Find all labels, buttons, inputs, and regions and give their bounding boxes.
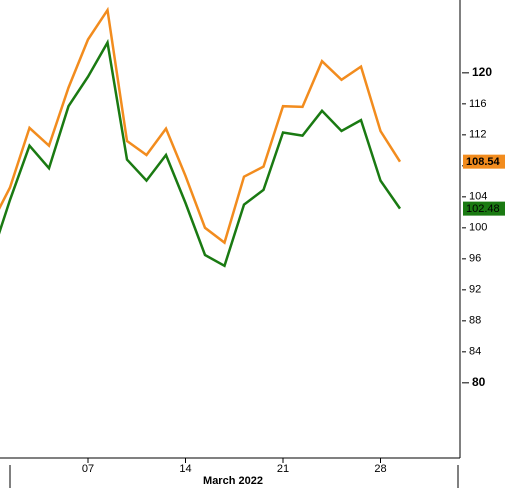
last-value-label: 102.48: [466, 203, 500, 215]
last-value-box: [463, 201, 505, 216]
series-line: [0, 38, 402, 268]
last-value-label: 108.54: [466, 156, 501, 168]
y-tick-label: 120: [472, 65, 492, 79]
x-tick-label: 14: [179, 463, 191, 475]
y-tick-label: 116: [469, 98, 487, 110]
y-tick-label: 100: [469, 222, 487, 234]
x-axis-label: March 2022: [203, 475, 263, 487]
last-value-box: [463, 154, 505, 169]
y-tick-label: 80: [472, 375, 486, 389]
y-tick-label: 84: [469, 346, 481, 358]
y-tick-label: 112: [469, 129, 487, 141]
y-tick-label: 96: [469, 253, 481, 265]
y-tick-label: 104: [469, 191, 487, 203]
y-tick-label: 88: [469, 315, 481, 327]
y-tick-label: 92: [469, 284, 481, 296]
series-line: [0, 6, 402, 245]
x-tick-label: 21: [277, 463, 289, 475]
plot-area: [0, 6, 402, 268]
x-tick-label: 07: [82, 463, 94, 475]
x-tick-label: 28: [374, 463, 386, 475]
